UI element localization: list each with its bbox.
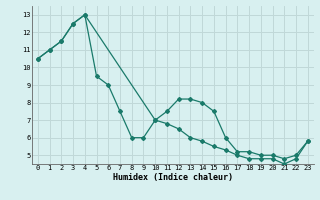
X-axis label: Humidex (Indice chaleur): Humidex (Indice chaleur) [113, 173, 233, 182]
